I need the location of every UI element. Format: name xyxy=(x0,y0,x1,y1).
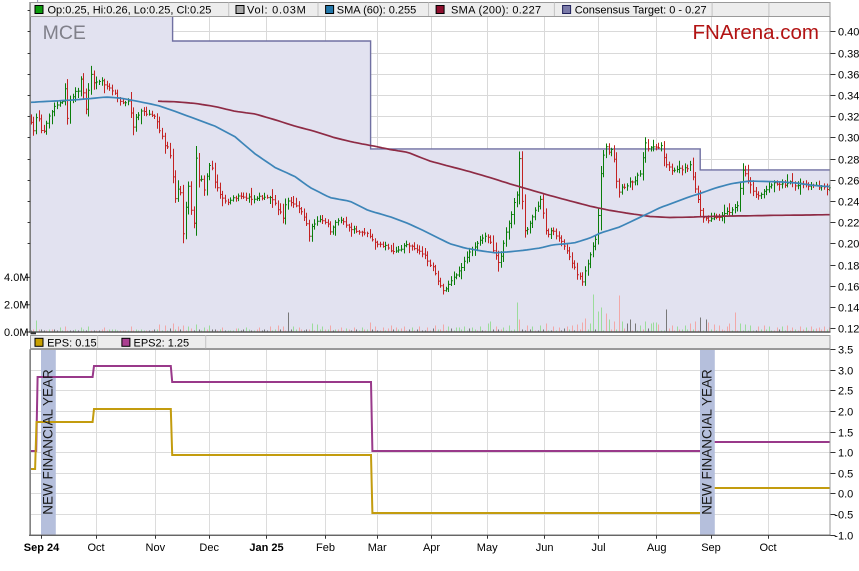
svg-text:EPS: 0.15: EPS: 0.15 xyxy=(47,337,97,349)
svg-text:0.34: 0.34 xyxy=(838,90,859,102)
svg-text:Op:0.25, Hi:0.26, Lo:0.25, Cl:: Op:0.25, Hi:0.26, Lo:0.25, Cl:0.25 xyxy=(48,5,212,17)
svg-text:0.38: 0.38 xyxy=(838,48,859,60)
svg-text:0.5: 0.5 xyxy=(838,468,853,480)
svg-text:NEW FINANCIAL YEAR: NEW FINANCIAL YEAR xyxy=(700,369,715,515)
svg-text:-1.0: -1.0 xyxy=(834,530,853,542)
svg-text:Vol: 0.03M: Vol: 0.03M xyxy=(247,5,306,17)
svg-text:FNArena.com: FNArena.com xyxy=(693,21,819,44)
svg-text:Apr: Apr xyxy=(423,542,440,554)
svg-text:-0.5: -0.5 xyxy=(834,509,853,521)
svg-text:0.24: 0.24 xyxy=(838,196,859,208)
svg-text:Aug: Aug xyxy=(647,542,667,554)
svg-text:Nov: Nov xyxy=(146,542,166,554)
svg-text:1.0: 1.0 xyxy=(838,447,853,459)
svg-text:Jul: Jul xyxy=(591,542,605,554)
svg-text:Jun: Jun xyxy=(536,542,554,554)
svg-text:0.20: 0.20 xyxy=(838,238,859,250)
svg-text:NEW FINANCIAL YEAR: NEW FINANCIAL YEAR xyxy=(41,369,56,515)
svg-text:Oct: Oct xyxy=(759,542,776,554)
svg-text:3.5: 3.5 xyxy=(838,344,853,356)
svg-text:0.0: 0.0 xyxy=(838,488,853,500)
svg-text:May: May xyxy=(477,542,498,554)
svg-text:SMA (60): 0.255: SMA (60): 0.255 xyxy=(337,5,417,17)
svg-text:1.5: 1.5 xyxy=(838,427,853,439)
svg-text:0.16: 0.16 xyxy=(838,281,859,293)
svg-text:0.36: 0.36 xyxy=(838,69,859,81)
svg-text:SMA (200): 0.227: SMA (200): 0.227 xyxy=(451,5,541,17)
svg-text:Jan 25: Jan 25 xyxy=(249,542,283,554)
svg-text:2.0M: 2.0M xyxy=(4,300,28,312)
svg-text:2.5: 2.5 xyxy=(838,385,853,397)
svg-text:Feb: Feb xyxy=(316,542,335,554)
svg-text:Consensus Target: 0 - 0.27: Consensus Target: 0 - 0.27 xyxy=(575,5,707,17)
svg-text:0.32: 0.32 xyxy=(838,111,859,123)
svg-text:0.30: 0.30 xyxy=(838,132,859,144)
svg-text:Sep: Sep xyxy=(701,542,721,554)
svg-text:Dec: Dec xyxy=(199,542,219,554)
svg-text:0.40: 0.40 xyxy=(838,26,859,38)
svg-text:0.26: 0.26 xyxy=(838,175,859,187)
svg-text:0.0M: 0.0M xyxy=(4,327,28,339)
svg-text:Oct: Oct xyxy=(87,542,104,554)
svg-text:Sep 24: Sep 24 xyxy=(24,542,60,554)
svg-text:0.14: 0.14 xyxy=(838,302,859,314)
svg-text:0.28: 0.28 xyxy=(838,154,859,166)
svg-text:0.18: 0.18 xyxy=(838,260,859,272)
svg-text:4.0M: 4.0M xyxy=(4,272,28,284)
svg-text:2.0: 2.0 xyxy=(838,406,853,418)
svg-text:3.0: 3.0 xyxy=(838,365,853,377)
svg-text:EPS2: 1.25: EPS2: 1.25 xyxy=(134,337,190,349)
svg-text:0.22: 0.22 xyxy=(838,217,859,229)
svg-text:0.12: 0.12 xyxy=(838,323,859,335)
svg-text:Mar: Mar xyxy=(368,542,387,554)
svg-text:MCE: MCE xyxy=(43,22,86,44)
